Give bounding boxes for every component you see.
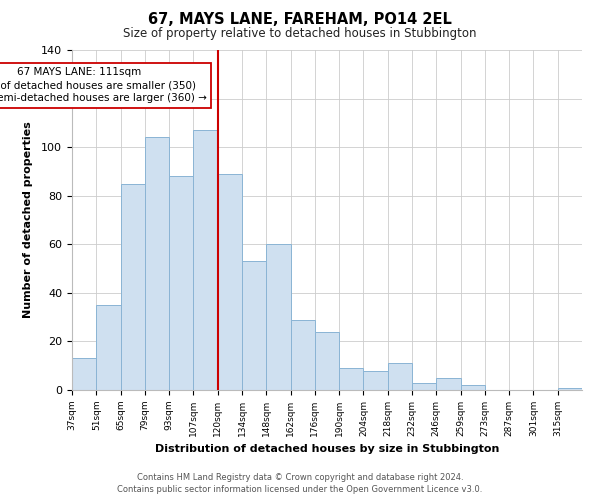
Text: 67 MAYS LANE: 111sqm
← 49% of detached houses are smaller (350)
50% of semi-deta: 67 MAYS LANE: 111sqm ← 49% of detached h… bbox=[0, 67, 207, 104]
Bar bbox=[72, 358, 96, 390]
Bar bbox=[364, 370, 388, 390]
Bar bbox=[315, 332, 339, 390]
Bar bbox=[121, 184, 145, 390]
Y-axis label: Number of detached properties: Number of detached properties bbox=[23, 122, 33, 318]
Bar bbox=[412, 382, 436, 390]
Text: Contains HM Land Registry data © Crown copyright and database right 2024.
Contai: Contains HM Land Registry data © Crown c… bbox=[118, 472, 482, 494]
Bar bbox=[266, 244, 290, 390]
Bar bbox=[96, 305, 121, 390]
X-axis label: Distribution of detached houses by size in Stubbington: Distribution of detached houses by size … bbox=[155, 444, 499, 454]
Bar bbox=[339, 368, 364, 390]
Bar bbox=[218, 174, 242, 390]
Bar bbox=[193, 130, 218, 390]
Bar bbox=[169, 176, 193, 390]
Bar bbox=[558, 388, 582, 390]
Bar bbox=[242, 262, 266, 390]
Bar bbox=[388, 364, 412, 390]
Text: 67, MAYS LANE, FAREHAM, PO14 2EL: 67, MAYS LANE, FAREHAM, PO14 2EL bbox=[148, 12, 452, 28]
Bar bbox=[436, 378, 461, 390]
Bar bbox=[461, 385, 485, 390]
Text: Size of property relative to detached houses in Stubbington: Size of property relative to detached ho… bbox=[123, 28, 477, 40]
Bar bbox=[145, 138, 169, 390]
Bar bbox=[290, 320, 315, 390]
